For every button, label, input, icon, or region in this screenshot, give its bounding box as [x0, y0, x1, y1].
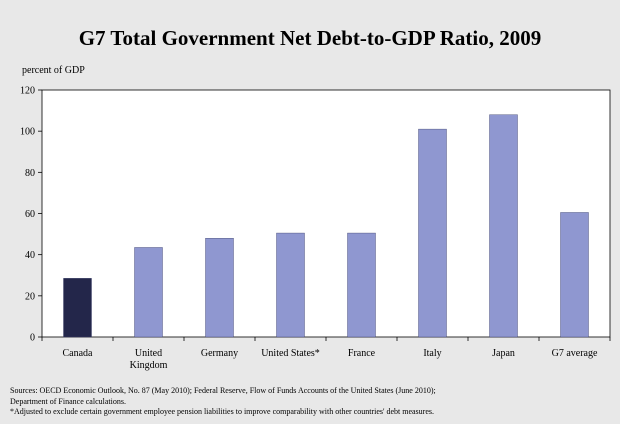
sources-note-cont: Department of Finance calculations. [10, 396, 126, 406]
y-tick-label: 120 [20, 86, 35, 97]
chart-notes: Sources: OECD Economic Outlook, No. 87 (… [10, 386, 614, 418]
x-tick-label: Germany [201, 348, 238, 359]
y-tick-label: 0 [30, 333, 35, 344]
bar [347, 232, 376, 338]
plot-area [41, 89, 611, 338]
bar [276, 232, 305, 338]
x-tick-label: United Kingdom [130, 348, 168, 371]
footnote: *Adjusted to exclude certain government … [10, 407, 434, 416]
x-tick-label: Italy [423, 348, 441, 359]
x-tick-label: G7 average [552, 348, 598, 359]
bar [418, 128, 447, 338]
sources-note: Sources: OECD Economic Outlook, No. 87 (… [10, 386, 436, 395]
x-tick-label: United States* [261, 348, 320, 359]
bar [134, 247, 163, 338]
y-axis-label: percent of GDP [22, 65, 85, 76]
y-tick-label: 40 [25, 250, 35, 261]
x-tick-label: Japan [492, 348, 515, 359]
x-tick-label: Canada [63, 348, 94, 359]
y-tick-label: 60 [25, 209, 35, 220]
bar [489, 114, 518, 338]
bar [63, 278, 92, 338]
y-tick-label: 20 [25, 291, 35, 302]
bar [560, 212, 589, 338]
y-tick-label: 100 [20, 127, 35, 138]
bar [205, 237, 234, 338]
x-tick-label: France [348, 348, 376, 359]
chart-title: G7 Total Government Net Debt-to-GDP Rati… [78, 26, 542, 50]
y-tick-label: 80 [25, 168, 35, 179]
bar-chart: 0 20 40 60 80 100 120 Canada United Kingdom German… [20, 86, 611, 371]
